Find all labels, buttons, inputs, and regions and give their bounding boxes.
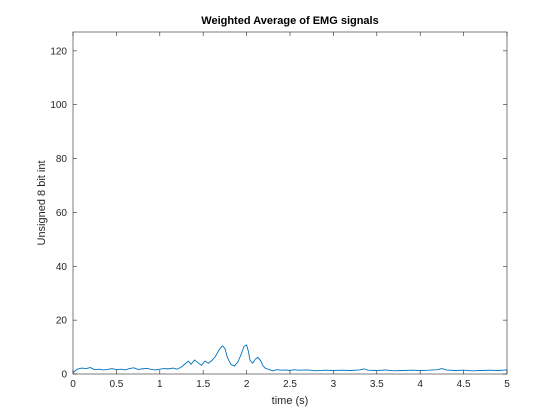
y-tick-label: 60 bbox=[56, 208, 68, 219]
x-axis-label: time (s) bbox=[272, 395, 309, 407]
y-tick-label: 80 bbox=[56, 154, 68, 165]
x-tick-label: 1.5 bbox=[196, 379, 210, 390]
x-tick-label: 2 bbox=[244, 379, 250, 390]
y-axis-label: Unsigned 8 bit int bbox=[36, 161, 48, 246]
plot-area bbox=[73, 32, 507, 374]
x-tick-label: 0 bbox=[70, 379, 76, 390]
y-tick-label: 120 bbox=[50, 46, 67, 57]
axes-box bbox=[72, 31, 508, 375]
x-axis-ticks: 0 0.5 1 1.5 2 2.5 3 3.5 4 4.5 5 bbox=[70, 32, 510, 390]
chart-title: Weighted Average of EMG signals bbox=[201, 15, 378, 27]
x-tick-label: 4 bbox=[417, 379, 423, 390]
x-tick-label: 3 bbox=[331, 379, 337, 390]
series-line bbox=[72, 344, 508, 374]
x-tick-label: 4.5 bbox=[457, 379, 471, 390]
y-tick-label: 40 bbox=[56, 262, 68, 273]
x-tick-label: 1 bbox=[157, 379, 163, 390]
x-tick-label: 2.5 bbox=[283, 379, 297, 390]
y-tick-label: 20 bbox=[56, 316, 68, 327]
x-tick-label: 0.5 bbox=[109, 379, 123, 390]
x-tick-label: 3.5 bbox=[370, 379, 384, 390]
y-tick-label: 0 bbox=[61, 370, 67, 381]
x-tick-label: 5 bbox=[504, 379, 510, 390]
y-tick-label: 100 bbox=[50, 100, 67, 111]
